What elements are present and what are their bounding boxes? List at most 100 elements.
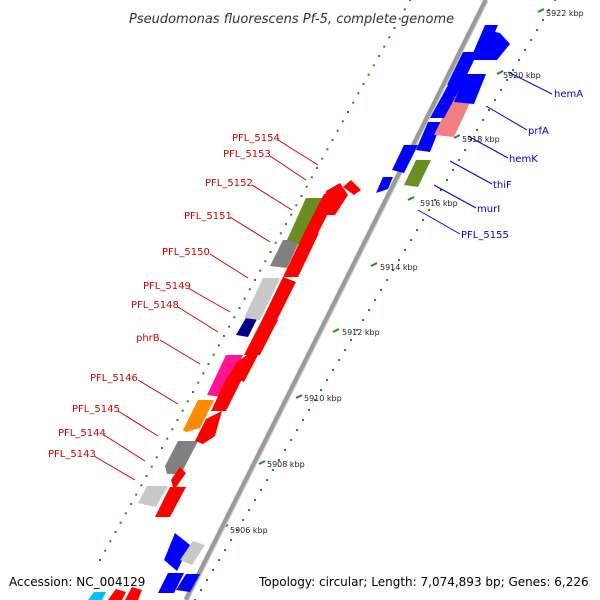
ruler-dot	[536, 29, 538, 31]
gene-bottom-red-1[interactable]	[108, 589, 126, 600]
gene-bottom-cyan[interactable]	[88, 592, 106, 600]
ruler-dot	[398, 17, 401, 20]
accession-text: Accession: NC_004129	[9, 575, 145, 589]
gene-bottom-blue-1[interactable]	[164, 533, 190, 571]
gene-pfl-5151-fwd[interactable]	[155, 487, 186, 517]
ruler-dot	[356, 329, 358, 331]
gene-bottom-blue-3[interactable]	[176, 574, 200, 592]
tick-label-5916: 5916 kbp	[420, 199, 458, 208]
ruler-dot	[140, 484, 143, 487]
gene-thif-fwd[interactable]	[262, 277, 296, 320]
ruler-dot	[332, 369, 334, 371]
gene-pfl-5145[interactable]	[183, 400, 214, 432]
ruler-dot	[434, 199, 436, 201]
ruler-dot	[416, 229, 418, 231]
label-pfl-5145[interactable]: PFL_5145	[72, 404, 120, 415]
ruler-dot	[336, 129, 339, 132]
gene-hemk[interactable]	[416, 122, 442, 152]
gene-pfl-5143[interactable]	[138, 486, 168, 507]
label-hema[interactable]: hemA	[554, 89, 583, 100]
ruler-dot	[362, 83, 365, 85]
ruler-dot	[212, 569, 214, 571]
gene-pfl-5148[interactable]	[244, 278, 280, 320]
label-pfl-5146[interactable]: PFL_5146	[90, 373, 138, 384]
ruler-dot	[380, 289, 382, 291]
label-pfl-5148[interactable]: PFL_5148	[131, 300, 179, 311]
gene-thif[interactable]	[404, 160, 431, 187]
gene-blue-top-2[interactable]	[447, 52, 478, 85]
ruler-dot	[393, 27, 396, 29]
label-pfl-5151[interactable]: PFL_5151	[184, 211, 232, 222]
gene-pfl-5155-fwd[interactable]	[229, 355, 258, 382]
ruler-dot	[279, 232, 282, 235]
ruler-dot	[440, 189, 442, 191]
gene-pfl-5154-fwd[interactable]	[211, 375, 244, 411]
leader-pfl-5150	[209, 253, 249, 279]
label-pfl-5143[interactable]: PFL_5143	[48, 449, 96, 460]
ruler-dot	[321, 157, 324, 160]
gene-bottom-blue-2[interactable]	[158, 573, 184, 593]
label-hemk[interactable]: hemK	[509, 154, 538, 165]
leader-pfl-5148	[177, 306, 219, 333]
tick-5910	[295, 394, 303, 399]
ruler-dot	[446, 179, 448, 181]
ruler-dot	[206, 579, 208, 581]
ruler-dot	[119, 521, 122, 524]
ruler-dot	[200, 589, 202, 591]
gene-pfl-5146[interactable]	[207, 355, 243, 397]
ruler-dot	[295, 204, 298, 207]
ruler-dot	[403, 8, 406, 11]
tick-5908	[258, 460, 266, 465]
gene-blue-top-1[interactable]	[430, 85, 462, 118]
label-pfl-5155[interactable]: PFL_5155	[461, 230, 509, 241]
ruler-dot	[296, 429, 298, 431]
ruler-dot	[264, 260, 267, 263]
backbone-highlight	[187, 0, 489, 600]
leader-pfl-5144	[103, 434, 146, 462]
label-pfl-5154[interactable]: PFL_5154	[232, 133, 280, 144]
leader-hemk	[467, 135, 509, 159]
gene-hema-fwd[interactable]	[322, 183, 348, 215]
backbone	[183, 0, 489, 600]
gene-pfl-5153-fwd[interactable]	[195, 411, 222, 444]
ruler-dot	[272, 469, 274, 471]
gene-bottom-red-2[interactable]	[125, 587, 142, 600]
label-thif[interactable]: thiF	[493, 180, 512, 191]
tick-label-5914: 5914 kbp	[380, 263, 418, 272]
ruler-dot	[548, 9, 550, 11]
label-pfl-5144[interactable]: PFL_5144	[58, 428, 106, 439]
ruler-dot	[350, 339, 352, 341]
gene-blue-top-4[interactable]	[483, 30, 510, 60]
gene-pfl-5155[interactable]	[376, 177, 393, 193]
gene-top-fwd[interactable]	[343, 180, 361, 195]
ruler-dot	[124, 512, 127, 515]
label-prfa[interactable]: prfA	[528, 126, 549, 137]
gene-hemk-fwd[interactable]	[283, 233, 319, 277]
gene-bottom-gray-1[interactable]	[180, 541, 205, 565]
gene-hema[interactable]	[454, 74, 486, 104]
label-pfl-5153[interactable]: PFL_5153	[223, 149, 271, 160]
ruler-dot	[524, 49, 526, 51]
ruler-dot	[197, 381, 200, 384]
leader-pfl-5152	[251, 184, 293, 211]
leader-phrb	[159, 339, 201, 365]
gene-prfa[interactable]	[434, 92, 475, 137]
label-pfl-5149[interactable]: PFL_5149	[143, 281, 191, 292]
gene-pfl-5144[interactable]	[165, 441, 198, 474]
gene-muri-fwd[interactable]	[244, 320, 278, 355]
ruler-dot	[316, 167, 318, 169]
ruler-dot	[145, 475, 148, 477]
ruler-dot	[217, 344, 220, 347]
tick-5918	[453, 134, 461, 139]
gene-muri[interactable]	[392, 145, 418, 173]
gene-pfl-5149[interactable]	[270, 240, 300, 268]
map-title: Pseudomonas fluorescens Pf-5, complete g…	[129, 12, 454, 27]
gene-pfl-5152-fwd[interactable]	[171, 467, 186, 490]
ruler-dot	[259, 269, 262, 272]
label-phrb[interactable]: phrB	[136, 333, 160, 344]
label-pfl-5152[interactable]: PFL_5152	[205, 178, 253, 189]
ruler-dot	[166, 437, 169, 440]
label-pfl-5150[interactable]: PFL_5150	[162, 247, 210, 258]
tick-label-5920: 5920 kbp	[503, 71, 541, 80]
label-muri[interactable]: murI	[477, 204, 500, 215]
